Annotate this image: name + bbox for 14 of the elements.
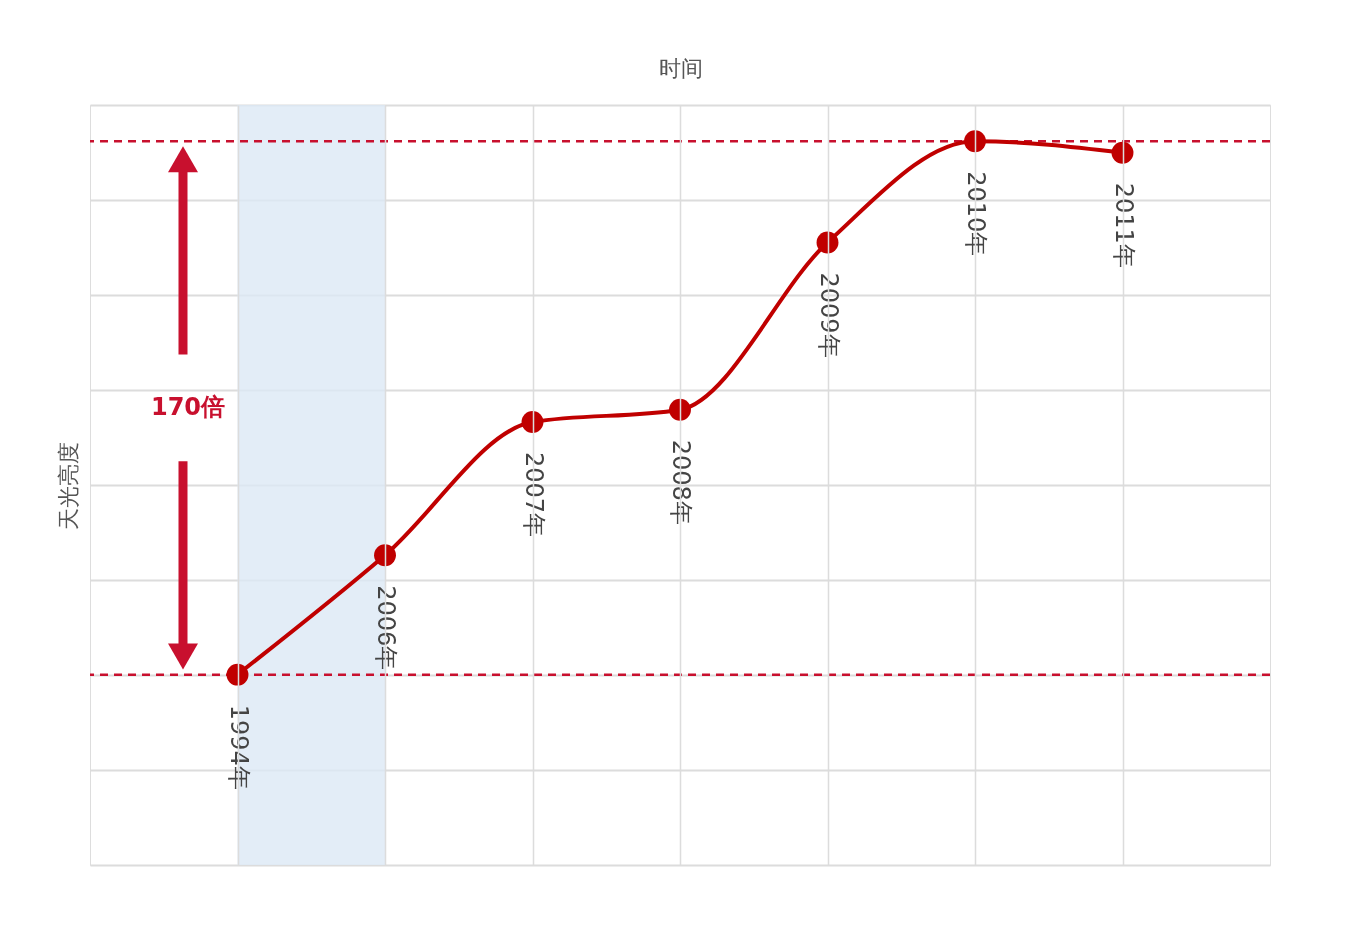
x-tick-label: 2007年	[519, 452, 548, 538]
point	[374, 544, 396, 567]
point	[964, 130, 986, 153]
point	[1111, 141, 1134, 164]
x-tick-label: 2010年	[962, 171, 990, 257]
point	[226, 663, 249, 686]
x-tick-label: 2008年	[667, 439, 695, 525]
point	[521, 411, 544, 433]
x-tick-label: 2011年	[1109, 182, 1138, 268]
x-axis-title: 时间	[658, 55, 703, 81]
point	[669, 398, 691, 421]
annotation: 170倍	[150, 392, 226, 421]
y-axis-title: 天光亮度	[55, 441, 81, 530]
point	[816, 231, 839, 254]
